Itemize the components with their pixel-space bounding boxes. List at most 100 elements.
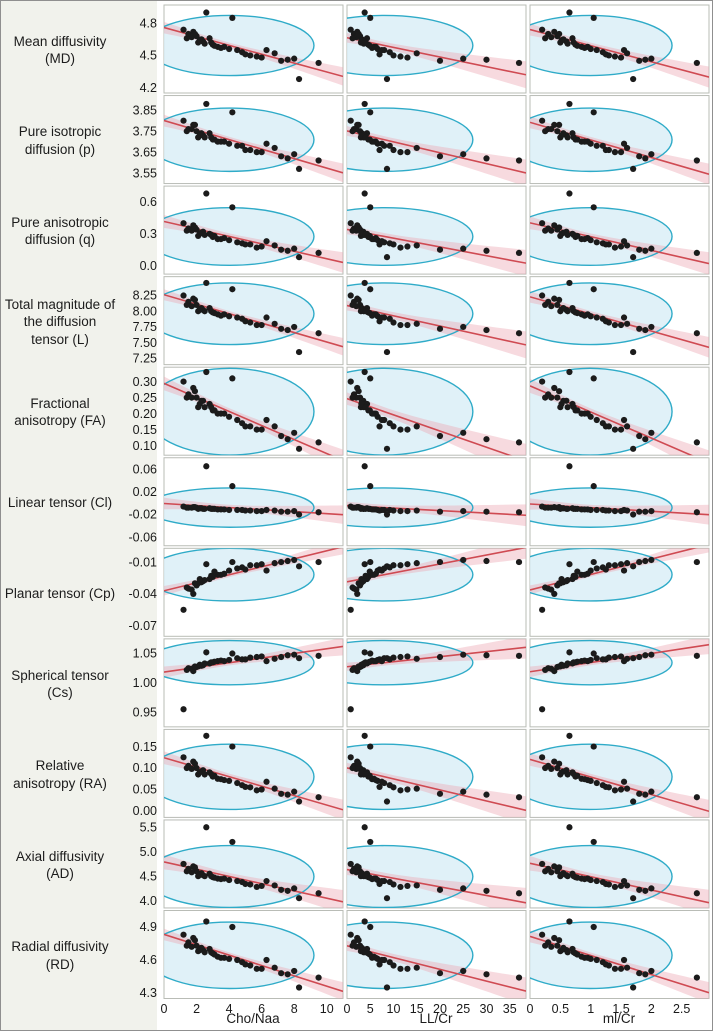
data-point (211, 568, 218, 575)
data-point (693, 157, 700, 164)
confidence-ellipse-outline (164, 282, 315, 346)
data-point (191, 121, 199, 128)
confidence-ellipse-fill (530, 368, 673, 456)
data-point (642, 436, 649, 443)
data-point (362, 39, 369, 46)
data-point (581, 571, 588, 578)
data-point (225, 506, 233, 514)
data-point (196, 575, 203, 583)
data-point (315, 890, 322, 897)
data-point (291, 885, 298, 892)
data-point (556, 937, 563, 944)
x-tick-label: 0.5 (552, 1002, 569, 1016)
data-point (183, 868, 190, 875)
row-label-cl: Linear tensor (Cl) (7, 495, 113, 511)
subplot-row3-col2 (529, 276, 710, 366)
data-point (581, 954, 588, 961)
data-point (383, 798, 391, 805)
data-point (590, 650, 597, 657)
data-point (593, 655, 600, 662)
data-point (581, 312, 588, 319)
data-point (383, 165, 391, 172)
data-point (630, 798, 637, 805)
data-point (229, 109, 236, 116)
data-point (349, 942, 356, 949)
confidence-ellipse-outline (164, 14, 315, 77)
data-point (593, 956, 600, 964)
data-point (413, 560, 420, 567)
data-point (436, 246, 444, 253)
data-point (693, 330, 700, 337)
data-point (278, 153, 285, 160)
data-point (367, 286, 374, 293)
data-point (188, 869, 195, 876)
data-point (623, 423, 631, 430)
data-point (436, 508, 444, 515)
data-point (570, 308, 577, 315)
data-point (271, 50, 278, 57)
subplot-row9-col0 (163, 819, 344, 909)
data-point (347, 860, 354, 868)
data-point (648, 55, 655, 62)
data-point (648, 788, 655, 795)
data-point (386, 420, 393, 427)
data-point (201, 660, 208, 667)
subplot-row1-col0 (163, 95, 344, 185)
data-point (551, 28, 558, 35)
data-point (278, 508, 285, 515)
data-point (258, 321, 265, 329)
x-tick-label: 4 (226, 1002, 233, 1016)
x-tick-label: 10 (387, 1002, 401, 1016)
x-tick-label: 25 (456, 1002, 470, 1016)
data-point (271, 785, 278, 792)
data-point (208, 39, 215, 46)
data-point (242, 783, 249, 791)
data-point (349, 35, 356, 42)
data-point (361, 732, 368, 739)
data-point (247, 146, 254, 154)
data-point (242, 241, 249, 248)
data-point (258, 882, 265, 890)
data-point (349, 301, 356, 309)
data-point (295, 655, 303, 662)
data-point (551, 384, 558, 392)
y-tick-label: 4.9 (140, 920, 157, 934)
data-point (566, 100, 573, 108)
subplot-row7-col0 (163, 638, 344, 728)
data-point (263, 506, 270, 514)
data-point (483, 326, 490, 334)
confidence-ellipse-fill (347, 640, 473, 685)
data-point (404, 243, 411, 250)
data-point (347, 931, 354, 938)
data-point (208, 404, 215, 411)
data-point (183, 394, 190, 401)
data-point (229, 923, 236, 931)
data-point (515, 249, 523, 256)
data-point (201, 771, 208, 778)
data-point (620, 506, 628, 514)
data-point (358, 400, 365, 408)
row-label-l: Total magnitude of the diffusion tensor … (4, 296, 116, 347)
confidence-ellipse-outline (164, 487, 315, 528)
data-point (620, 238, 628, 245)
data-point (386, 959, 393, 966)
data-point (284, 56, 291, 63)
regression-line (164, 293, 343, 348)
y-tick-label: 4.5 (140, 869, 157, 883)
confidence-ellipse-outline (530, 743, 673, 811)
data-point (201, 949, 208, 956)
data-point (460, 55, 467, 62)
data-point (362, 770, 369, 778)
data-point (315, 330, 322, 337)
data-point (593, 314, 600, 321)
data-point (193, 942, 200, 949)
data-point (355, 864, 362, 871)
data-point (623, 882, 631, 889)
data-point (693, 509, 700, 516)
data-point (602, 880, 609, 888)
data-point (642, 557, 649, 565)
x-tick-label: 35 (503, 1002, 517, 1016)
data-point (183, 227, 190, 234)
data-point (460, 151, 467, 158)
data-point (217, 571, 225, 578)
